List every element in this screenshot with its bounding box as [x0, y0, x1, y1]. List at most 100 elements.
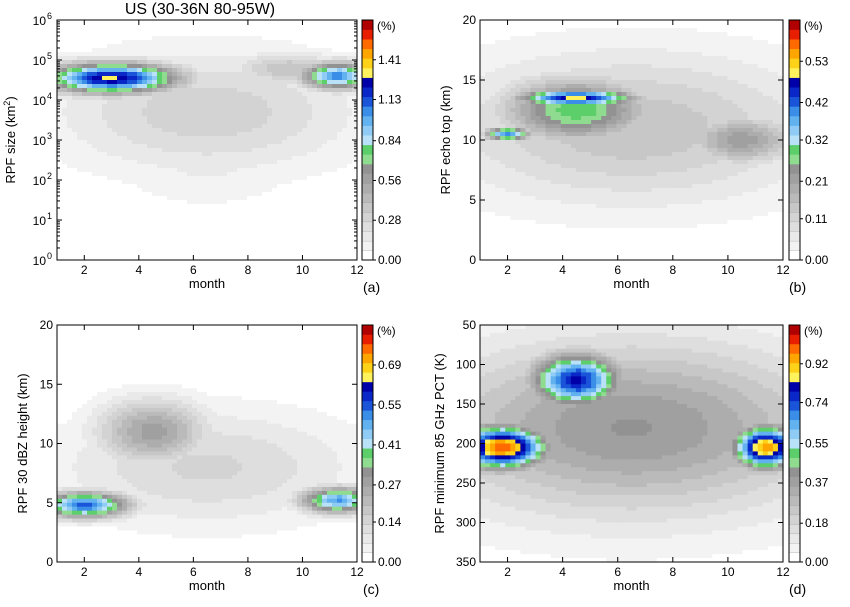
heatmap-cell	[197, 216, 203, 221]
heatmap-cell	[132, 100, 138, 105]
heatmap-cell	[212, 192, 218, 197]
heatmap-cell	[510, 156, 516, 161]
heatmap-cell	[631, 188, 638, 193]
heatmap-cell	[535, 232, 542, 237]
heatmap-cell	[581, 196, 587, 201]
heatmap-cell	[606, 124, 612, 129]
heatmap-cell	[187, 144, 193, 149]
heatmap-cell	[322, 100, 328, 105]
heatmap-cell	[162, 144, 168, 149]
heatmap-cell	[525, 180, 532, 185]
heatmap-cell	[162, 136, 168, 141]
heatmap-cell	[112, 88, 118, 93]
heatmap-cell	[636, 56, 643, 61]
heatmap-cell	[347, 144, 353, 149]
heatmap-cell	[232, 172, 238, 177]
heatmap-cell	[212, 144, 218, 149]
heatmap-cell	[322, 36, 328, 41]
heatmap-cell	[302, 68, 308, 73]
heatmap-cell	[525, 200, 532, 205]
heatmap-cell	[147, 116, 153, 121]
heatmap-cell	[581, 240, 587, 245]
heatmap-cell	[616, 236, 622, 241]
heatmap-cell	[297, 96, 303, 101]
heatmap-cell	[545, 64, 552, 69]
heatmap-cell	[322, 60, 328, 65]
heatmap-cell	[586, 20, 592, 25]
heatmap-cell	[327, 180, 333, 185]
heatmap-cell	[97, 144, 103, 149]
heatmap-cell	[82, 120, 88, 125]
heatmap-cell	[262, 160, 268, 165]
heatmap-cell	[570, 84, 577, 89]
heatmap-cell	[192, 164, 198, 169]
heatmap-cell	[510, 136, 516, 141]
heatmap-cell	[297, 60, 303, 65]
heatmap-cell	[535, 40, 542, 45]
heatmap-cell	[227, 212, 233, 217]
heatmap-cell	[352, 68, 358, 73]
heatmap-cell	[490, 28, 496, 33]
heatmap-cell	[550, 176, 557, 181]
heatmap-cell	[107, 64, 113, 69]
heatmap-cell	[480, 60, 486, 65]
heatmap-cell	[641, 20, 648, 25]
heatmap-cell	[62, 152, 68, 157]
heatmap-cell	[217, 20, 223, 25]
heatmap-cell	[97, 68, 103, 73]
heatmap-cell	[217, 64, 223, 69]
heatmap-cell	[137, 124, 143, 129]
heatmap-cell	[167, 132, 173, 137]
heatmap-cell	[611, 128, 617, 133]
heatmap-cell	[591, 36, 597, 41]
heatmap-cell	[282, 96, 288, 101]
heatmap-cell	[666, 20, 673, 25]
heatmap-cell	[162, 76, 168, 81]
heatmap-cell	[621, 132, 628, 137]
heatmap-cell	[505, 176, 511, 181]
heatmap-cell	[67, 52, 73, 57]
heatmap-cell	[72, 140, 78, 145]
heatmap-cell	[601, 124, 607, 129]
heatmap-cell	[87, 104, 93, 109]
heatmap-cell	[666, 152, 673, 157]
heatmap-cell	[312, 68, 318, 73]
heatmap-cell	[661, 224, 668, 229]
heatmap-cell	[530, 112, 537, 117]
heatmap-cell	[555, 204, 562, 209]
heatmap-cell	[302, 160, 308, 165]
heatmap-cell	[237, 100, 243, 105]
heatmap-cell	[132, 96, 138, 101]
heatmap-cell	[565, 64, 572, 69]
heatmap-cell	[142, 88, 148, 93]
heatmap-cell	[641, 68, 648, 73]
heatmap-cell	[272, 92, 278, 97]
heatmap-cell	[545, 48, 552, 53]
heatmap-cell	[282, 136, 288, 141]
heatmap-cell	[232, 140, 238, 145]
heatmap-cell	[505, 24, 511, 29]
heatmap-cell	[606, 208, 612, 213]
heatmap-cell	[207, 160, 213, 165]
heatmap-cell	[107, 112, 113, 117]
heatmap-cell	[337, 120, 343, 125]
heatmap-cell	[606, 76, 612, 81]
heatmap-cell	[347, 152, 353, 157]
heatmap-cell	[217, 156, 223, 161]
heatmap-cell	[217, 80, 223, 85]
heatmap-cell	[187, 44, 193, 49]
heatmap-cell	[297, 92, 303, 97]
heatmap-cell	[62, 156, 68, 161]
heatmap-cell	[197, 136, 203, 141]
heatmap-cell	[227, 136, 233, 141]
heatmap-cell	[222, 212, 228, 217]
heatmap-cell	[500, 216, 506, 221]
heatmap-cell	[661, 204, 668, 209]
heatmap-cell	[142, 76, 148, 81]
heatmap-cell	[621, 184, 628, 189]
heatmap-cell	[570, 88, 577, 93]
heatmap-cell	[177, 176, 183, 181]
heatmap-cell	[575, 116, 582, 121]
heatmap-cell	[656, 148, 663, 153]
heatmap-cell	[565, 232, 572, 237]
